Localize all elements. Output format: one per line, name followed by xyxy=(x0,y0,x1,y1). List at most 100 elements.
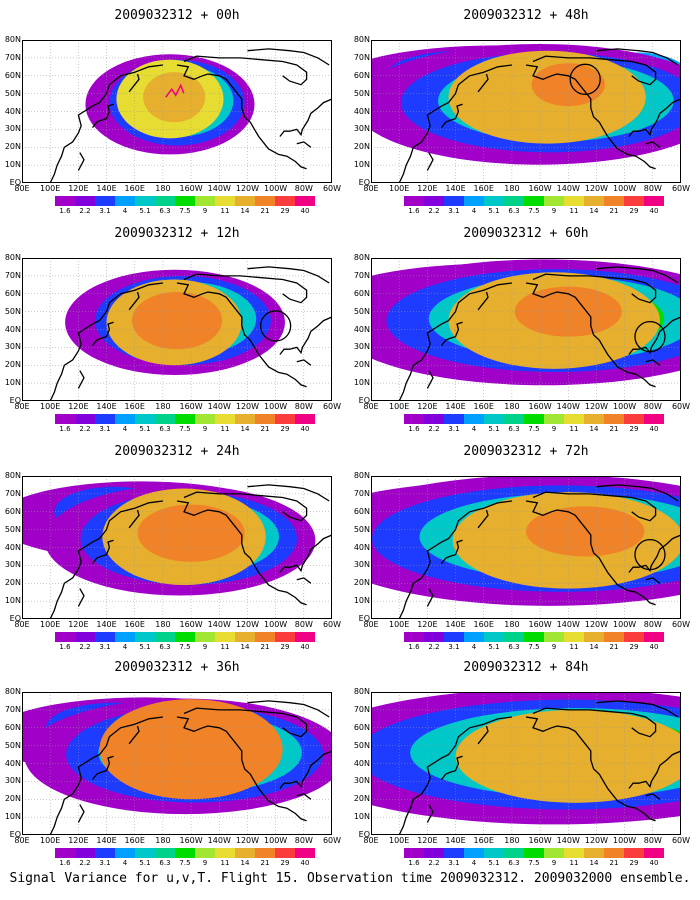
coastline xyxy=(584,743,656,822)
colorbar-swatch xyxy=(544,196,564,206)
lat-tick-label: 70N xyxy=(353,52,370,62)
colorbar-label: 40 xyxy=(649,425,659,433)
coastline xyxy=(176,282,237,311)
colorbar-label: 5.1 xyxy=(139,643,151,651)
lon-tick-label: 120W xyxy=(584,836,609,845)
colorbar-swatch xyxy=(55,414,75,424)
colorbar-label: 11 xyxy=(569,859,579,867)
colorbar-label: 14 xyxy=(240,425,250,433)
colorbar-swatch xyxy=(95,848,115,858)
variance-peak xyxy=(526,506,645,557)
coastline xyxy=(91,321,114,346)
colorbar-swatch xyxy=(404,414,424,424)
coastline xyxy=(628,316,681,355)
coastline xyxy=(628,750,681,789)
lon-tick-label: 120W xyxy=(235,402,260,411)
map-frame xyxy=(22,476,332,619)
colorbar-swatch xyxy=(624,848,644,858)
lon-tick-label: 120E xyxy=(417,402,438,411)
lon-tick-label: 80E xyxy=(14,836,30,845)
colorbar-label: 40 xyxy=(300,425,310,433)
colorbar-label: 9 xyxy=(551,425,557,433)
coastline xyxy=(183,273,308,304)
colorbar-label: 11 xyxy=(220,207,230,215)
colorbar-label: 1.6 xyxy=(408,859,420,867)
lat-tick-label: 20N xyxy=(353,578,370,588)
colorbar-label: 2.2 xyxy=(428,207,440,215)
colorbar-swatch xyxy=(624,196,644,206)
colorbar-swatch xyxy=(175,848,195,858)
colorbar-swatch xyxy=(564,848,584,858)
lat-tick-label: 50N xyxy=(353,740,370,750)
colorbar-label: 5.1 xyxy=(488,859,500,867)
lat-tick-label: 60N xyxy=(353,506,370,516)
coastline xyxy=(532,707,657,738)
coastline xyxy=(477,725,489,745)
lon-tick-label: 160W xyxy=(528,184,552,193)
lon-tick-label: 140E xyxy=(445,402,466,411)
lon-tick-label: 100E xyxy=(40,184,61,193)
coastline xyxy=(584,91,656,170)
colorbar-swatch xyxy=(504,632,524,642)
colorbar-label: 4 xyxy=(471,643,477,651)
colorbar-label: 29 xyxy=(629,859,639,867)
lat-tick-label: 60N xyxy=(4,506,21,516)
lat-tick-label: 20N xyxy=(353,142,370,152)
colorbar-swatch xyxy=(584,848,604,858)
colorbar-swatch xyxy=(235,196,255,206)
lon-tick-label: 160W xyxy=(179,184,203,193)
colorbar-swatch xyxy=(195,848,215,858)
variance-peak xyxy=(144,715,252,769)
colorbar-label: 6.3 xyxy=(159,859,171,867)
coastline xyxy=(183,491,308,522)
colorbar-label: 9 xyxy=(551,207,557,215)
colorbar-swatch xyxy=(255,414,275,424)
coastline xyxy=(596,700,679,718)
colorbar-swatch xyxy=(464,414,484,424)
coastline xyxy=(49,282,163,401)
colorbar-swatch xyxy=(604,632,624,642)
colorbar-swatch xyxy=(75,414,95,424)
lat-tick-label: 30N xyxy=(353,560,370,570)
colorbar-label: 4 xyxy=(122,643,128,651)
lat-tick-label: 10N xyxy=(4,378,21,388)
lat-tick-label: 40N xyxy=(4,324,21,334)
coastline xyxy=(128,73,140,93)
map-frame xyxy=(371,692,681,835)
colorbar-label: 6.3 xyxy=(159,207,171,215)
variance-peak xyxy=(143,72,206,123)
colorbar-swatch xyxy=(155,848,175,858)
lon-tick-label: 120W xyxy=(235,184,260,193)
colorbar-swatch xyxy=(235,848,255,858)
coastline xyxy=(77,588,85,607)
colorbar-label: 7.5 xyxy=(528,859,540,867)
lon-tick-label: 160W xyxy=(528,620,552,629)
colorbar-swatch xyxy=(95,196,115,206)
colorbar-swatch xyxy=(504,848,524,858)
colorbar-swatch xyxy=(135,414,155,424)
lon-tick-label: 80E xyxy=(363,402,379,411)
lon-tick-label: 140E xyxy=(445,184,466,193)
lat-tick-label: 20N xyxy=(4,794,21,804)
coastline xyxy=(584,309,656,388)
colorbar-label: 29 xyxy=(280,859,290,867)
colorbar-label: 7.5 xyxy=(179,425,191,433)
colorbar-label: 1.6 xyxy=(59,859,71,867)
colorbar-label: 21 xyxy=(609,207,619,215)
coastline xyxy=(426,804,434,823)
lon-tick-label: 160W xyxy=(179,836,203,845)
lat-tick-label: 10N xyxy=(353,160,370,170)
lon-tick-label: 140W xyxy=(556,402,580,411)
map-frame xyxy=(371,476,681,619)
lat-tick-label: 30N xyxy=(4,342,21,352)
lat-tick-label: 10N xyxy=(4,812,21,822)
colorbar-label: 9 xyxy=(202,425,208,433)
lat-tick-label: 80N xyxy=(4,35,21,44)
coastline xyxy=(235,91,307,170)
coastline xyxy=(596,484,679,502)
lon-tick-label: 100W xyxy=(613,402,637,411)
colorbar-label: 40 xyxy=(649,859,659,867)
lon-tick-label: 140W xyxy=(207,184,231,193)
colorbar-swatch xyxy=(95,414,115,424)
lon-tick-label: 100W xyxy=(264,620,288,629)
